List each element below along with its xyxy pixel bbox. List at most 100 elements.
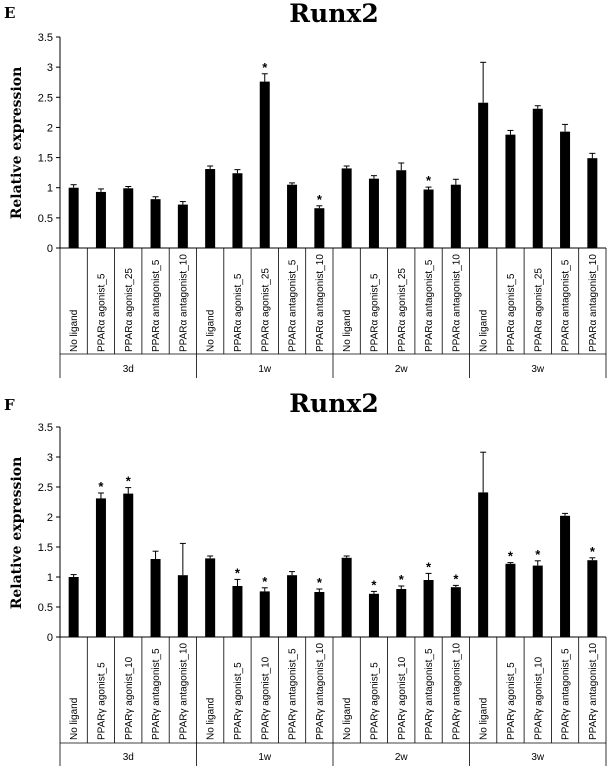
category-label: PPARγ antagonist_10 — [315, 642, 326, 740]
panel-letter: F — [4, 396, 15, 414]
y-tick-label: 1.5 — [38, 153, 53, 165]
y-tick-label: 0 — [47, 243, 53, 255]
category-label: No ligand — [206, 310, 217, 352]
bar — [287, 184, 298, 248]
chart-title: Runx2 — [289, 0, 378, 28]
bar — [587, 560, 598, 637]
bar — [505, 563, 516, 637]
group-label: 1w — [258, 364, 272, 375]
category-label: PPARγ agonist_5 — [233, 662, 244, 740]
y-tick-label: 1 — [47, 183, 53, 195]
chart-title: Runx2 — [289, 389, 378, 418]
bar — [68, 187, 79, 248]
category-label: No ligand — [342, 310, 353, 352]
bar — [423, 189, 434, 248]
significance-marker: * — [508, 549, 514, 564]
y-tick-label: 2.5 — [38, 92, 53, 104]
panel-e-chart: E Runx2 Relative expression 0 0.5 1 1.5 2 2.5… — [4, 0, 607, 378]
group-label: 1w — [258, 752, 272, 763]
y-tick-label: 3 — [47, 62, 53, 74]
category-label: No ligand — [206, 698, 217, 740]
bar — [68, 577, 79, 637]
bar — [505, 134, 516, 248]
bar — [177, 575, 188, 637]
category-label: No ligand — [342, 698, 353, 740]
significance-marker: * — [590, 544, 596, 559]
category-label: PPARα antagonist_10 — [315, 254, 326, 352]
bar — [396, 589, 407, 637]
category-label: PPARγ antagonist_5 — [288, 648, 299, 740]
significance-marker: * — [317, 575, 323, 590]
bar — [205, 169, 216, 248]
category-label: No ligand — [479, 698, 490, 740]
significance-marker: * — [426, 173, 432, 188]
group-label: 2w — [395, 752, 409, 763]
category-label: PPARγ agonist_5 — [369, 662, 380, 740]
category-label: PPARα agonist_25 — [397, 268, 408, 352]
category-label: PPARα antagonist_5 — [151, 259, 162, 352]
category-label: PPARα antagonist_5 — [561, 259, 572, 352]
bar — [177, 204, 188, 248]
bar — [341, 557, 352, 637]
bar — [95, 498, 106, 637]
significance-marker: * — [453, 571, 459, 586]
category-label: PPARγ antagonist_10 — [178, 642, 189, 740]
significance-marker: * — [235, 565, 241, 580]
category-label: PPARγ antagonist_5 — [151, 648, 162, 740]
bar — [478, 102, 489, 248]
significance-marker: * — [426, 559, 432, 574]
category-label: No ligand — [69, 698, 80, 740]
panel-f-chart: F Runx2 Relative expression 0 0.5 1 1.5 2 2.5… — [4, 389, 607, 766]
bar — [287, 575, 298, 637]
bar — [341, 168, 352, 248]
y-axis-label: Relative expression — [9, 67, 25, 220]
group-label: 2w — [395, 364, 409, 375]
bar — [368, 178, 379, 248]
bar — [560, 515, 571, 637]
category-label: PPARα agonist_5 — [506, 273, 517, 352]
category-label: PPARγ agonist_10 — [397, 656, 408, 740]
category-label: PPARα antagonist_10 — [178, 254, 189, 352]
category-label: PPARγ agonist_10 — [260, 656, 271, 740]
y-tick-label: 1 — [47, 572, 53, 584]
category-label: PPARα agonist_25 — [124, 268, 135, 352]
bar — [423, 580, 434, 637]
bar — [259, 81, 270, 249]
y-tick-label: 3.5 — [38, 422, 53, 434]
y-tick-label: 1.5 — [38, 542, 53, 554]
group-label: 3w — [531, 364, 545, 375]
group-label: 3w — [531, 752, 545, 763]
y-tick-label: 0.5 — [38, 602, 53, 614]
y-tick-label: 2.5 — [38, 482, 53, 494]
bar — [314, 592, 325, 637]
group-label: 3d — [123, 752, 134, 763]
y-tick-label: 3 — [47, 452, 53, 464]
significance-marker: * — [371, 577, 377, 592]
significance-marker: * — [399, 572, 405, 587]
bar — [150, 559, 161, 637]
bar — [450, 587, 461, 637]
bar — [368, 593, 379, 637]
significance-marker: * — [126, 474, 132, 489]
bar — [205, 558, 216, 637]
bar — [587, 158, 598, 248]
group-label: 3d — [123, 364, 134, 375]
category-label: PPARγ antagonist_10 — [588, 642, 599, 740]
category-label: PPARα agonist_25 — [260, 268, 271, 352]
significance-marker: * — [535, 547, 541, 562]
category-label: PPARγ antagonist_10 — [451, 642, 462, 740]
bar — [532, 108, 543, 249]
y-tick-label: 2 — [47, 512, 53, 524]
significance-marker: * — [317, 192, 323, 207]
category-label: PPARγ agonist_5 — [96, 662, 107, 740]
y-tick-label: 0 — [47, 632, 53, 644]
category-label: No ligand — [69, 310, 80, 352]
category-label: PPARα antagonist_10 — [588, 254, 599, 352]
bar — [123, 493, 134, 637]
y-tick-label: 2 — [47, 122, 53, 134]
category-label: No ligand — [479, 310, 490, 352]
bar — [232, 173, 243, 248]
category-label: PPARα agonist_5 — [369, 273, 380, 352]
bar — [123, 188, 134, 248]
